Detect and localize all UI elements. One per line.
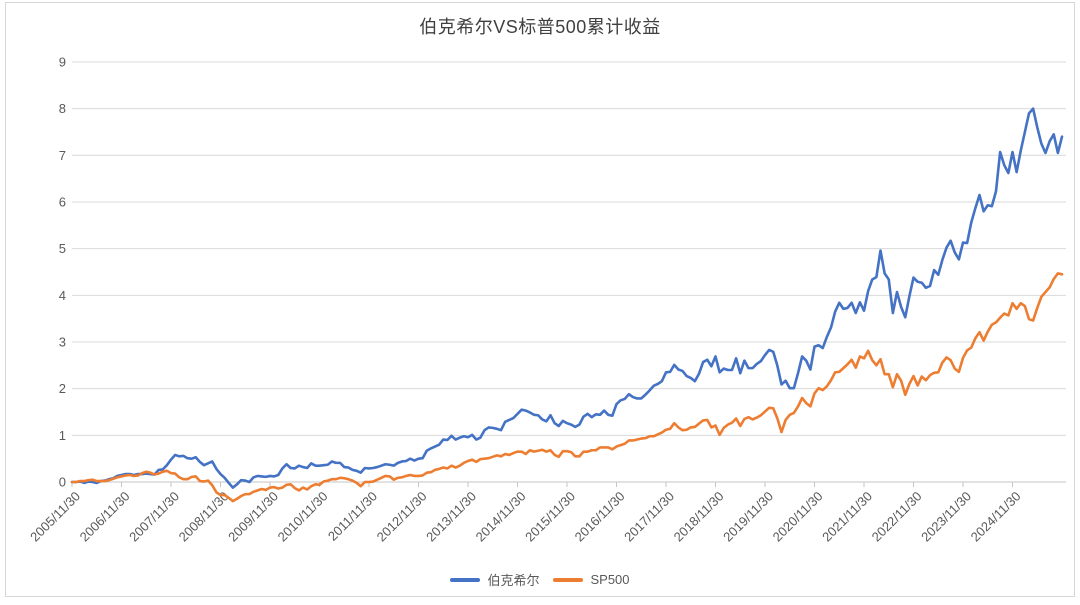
chart-title: 伯克希尔VS标普500累计收益 bbox=[419, 17, 661, 37]
legend-item-sp500: SP500 bbox=[553, 572, 630, 587]
y-tick-label: 9 bbox=[59, 54, 66, 69]
x-tick-label: 2009/11/30 bbox=[225, 489, 281, 545]
x-tick-label: 2018/11/30 bbox=[671, 489, 727, 545]
x-tick-label: 2011/11/30 bbox=[325, 489, 380, 544]
y-tick-label: 1 bbox=[59, 428, 66, 443]
x-tick-label: 2012/11/30 bbox=[374, 489, 430, 545]
legend-item-berkshire: 伯克希尔 bbox=[450, 570, 539, 589]
y-tick-label: 3 bbox=[59, 334, 66, 349]
y-tick-label: 8 bbox=[59, 101, 66, 116]
berkshire-line-swatch-icon bbox=[450, 577, 481, 582]
x-tick-label: 2017/11/30 bbox=[621, 489, 677, 545]
y-tick-label: 2 bbox=[59, 381, 66, 396]
x-tick-label: 2024/11/30 bbox=[968, 489, 1024, 545]
sp500-series-line bbox=[70, 272, 1064, 503]
legend-label-sp500: SP500 bbox=[590, 572, 630, 587]
x-tick-label: 2013/11/30 bbox=[423, 489, 479, 545]
sp500-line-swatch-icon bbox=[553, 577, 584, 582]
x-tick-label: 2022/11/30 bbox=[869, 489, 925, 545]
chart-legend: 伯克希尔 SP500 bbox=[0, 570, 1080, 589]
x-tick-label: 2007/11/30 bbox=[126, 489, 182, 545]
x-tick-label: 2005/11/30 bbox=[27, 489, 83, 545]
y-tick-label: 6 bbox=[59, 194, 66, 209]
x-tick-label: 2008/11/30 bbox=[176, 489, 232, 545]
x-tick-label: 2019/11/30 bbox=[720, 489, 776, 545]
x-tick-label: 2016/11/30 bbox=[572, 489, 628, 545]
x-tick-label: 2014/11/30 bbox=[473, 489, 529, 545]
x-tick-label: 2023/11/30 bbox=[918, 489, 974, 545]
legend-label-berkshire: 伯克希尔 bbox=[487, 573, 540, 588]
y-tick-label: 7 bbox=[59, 148, 66, 163]
x-tick-label: 2021/11/30 bbox=[819, 489, 875, 545]
y-tick-label: 4 bbox=[59, 288, 66, 303]
y-tick-label: 0 bbox=[59, 475, 66, 490]
y-tick-label: 5 bbox=[59, 241, 66, 256]
x-tick-label: 2006/11/30 bbox=[77, 489, 133, 545]
x-tick-label: 2010/11/30 bbox=[275, 489, 331, 545]
x-tick-label: 2020/11/30 bbox=[770, 489, 826, 545]
x-tick-label: 2015/11/30 bbox=[522, 489, 578, 545]
berkshire-series-line bbox=[70, 107, 1064, 489]
